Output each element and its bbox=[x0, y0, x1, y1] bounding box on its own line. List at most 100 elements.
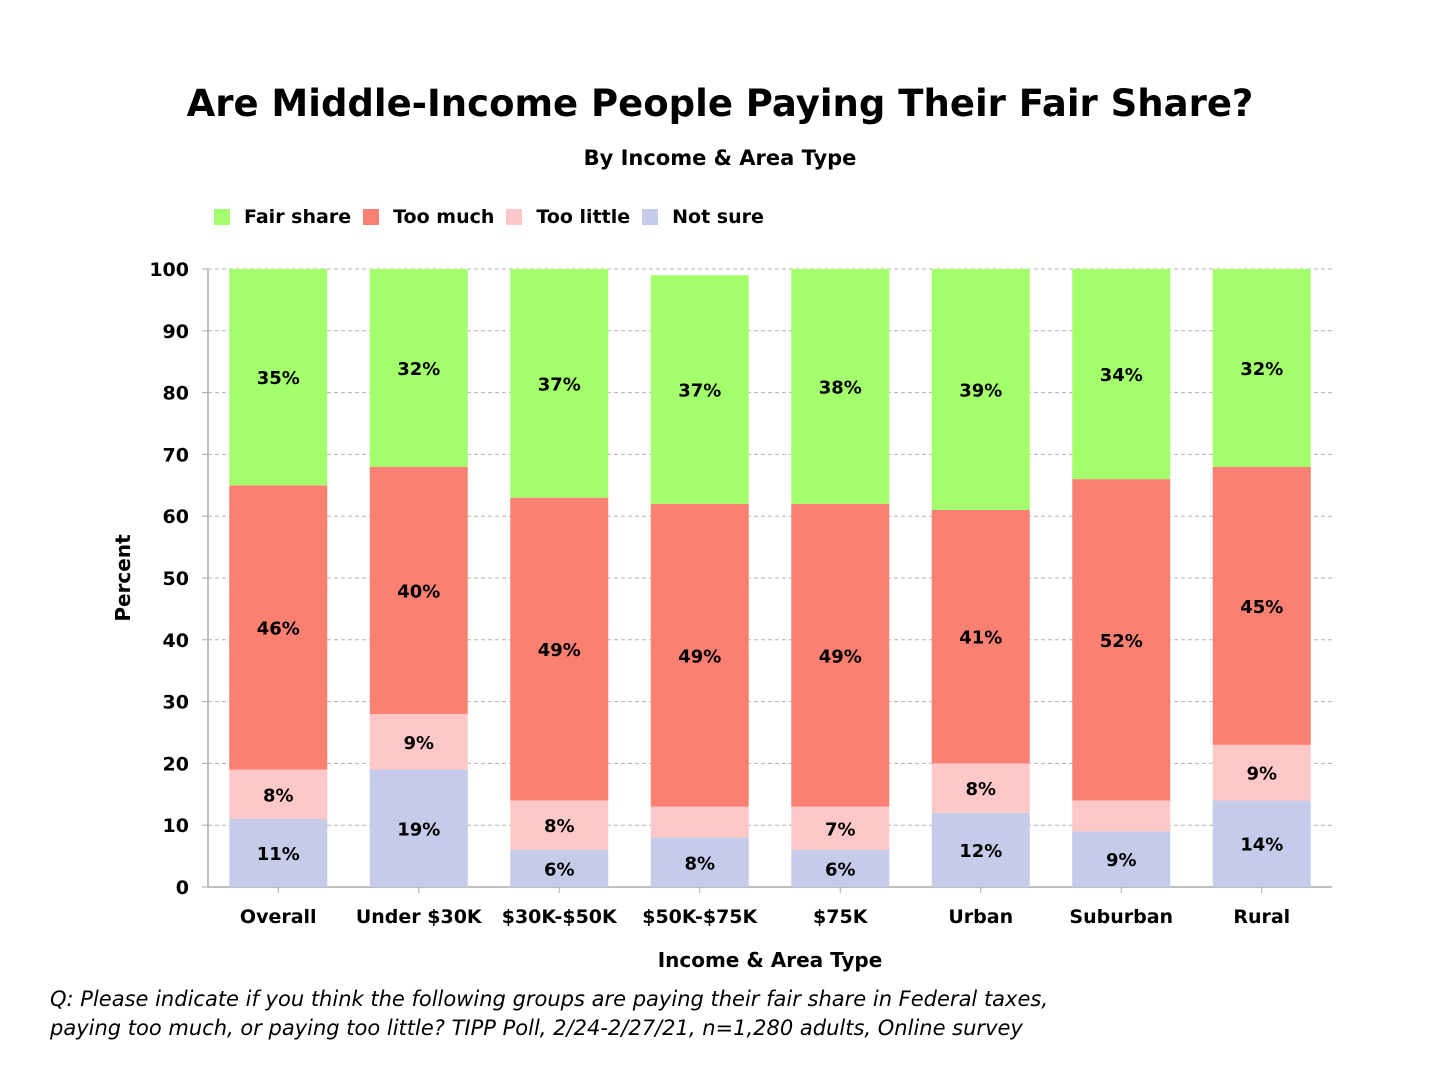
y-tick-label: 80 bbox=[163, 383, 189, 405]
legend-swatch bbox=[214, 209, 230, 225]
y-tick-label: 10 bbox=[163, 815, 189, 837]
bar-segment bbox=[1072, 479, 1171, 801]
data-label: 32% bbox=[1240, 359, 1283, 380]
data-label: 14% bbox=[1240, 835, 1283, 856]
data-label: 7% bbox=[825, 819, 856, 840]
data-label: 49% bbox=[819, 646, 862, 667]
x-tick-label: Under $30K bbox=[356, 906, 483, 928]
y-tick-label: 60 bbox=[163, 506, 189, 528]
data-label: 32% bbox=[397, 359, 440, 380]
legend-item-not-sure: Not sure bbox=[642, 206, 764, 228]
x-tick-label: Rural bbox=[1233, 906, 1290, 928]
bar-segment bbox=[1072, 269, 1171, 480]
bar-segment bbox=[1072, 831, 1171, 887]
y-tick-label: 30 bbox=[163, 692, 189, 714]
y-tick-label: 100 bbox=[149, 259, 189, 281]
bar-segment bbox=[510, 849, 609, 887]
bar-segment bbox=[931, 510, 1030, 764]
data-label: 8% bbox=[544, 816, 575, 837]
x-tick-label: $50K-$75K bbox=[642, 906, 758, 928]
footnote: Q: Please indicate if you think the foll… bbox=[50, 985, 1048, 1043]
bar-segment bbox=[931, 763, 1030, 813]
data-label: 35% bbox=[257, 368, 300, 389]
chart-subtitle: By Income & Area Type bbox=[583, 146, 857, 170]
data-label: 8% bbox=[965, 779, 996, 800]
data-label: 9% bbox=[403, 733, 434, 754]
bar-segment bbox=[369, 269, 468, 467]
y-tick-label: 70 bbox=[163, 444, 189, 466]
bar-segment bbox=[931, 269, 1030, 511]
x-tick-label: Urban bbox=[948, 906, 1013, 928]
data-label: 45% bbox=[1240, 597, 1283, 618]
data-label: 9% bbox=[1246, 764, 1277, 785]
y-axis-title: Percent bbox=[111, 534, 135, 622]
bar-segment bbox=[369, 466, 468, 714]
data-label: 39% bbox=[959, 381, 1002, 402]
legend-swatch bbox=[363, 209, 380, 225]
data-label: 41% bbox=[959, 628, 1002, 649]
bar-segment bbox=[650, 837, 749, 887]
footnote-line-2: paying too much, or paying too little? T… bbox=[50, 1016, 1023, 1040]
bar-segment bbox=[369, 769, 468, 887]
data-label: 6% bbox=[544, 859, 575, 880]
bar-segment bbox=[1212, 466, 1311, 745]
legend-label: Too much bbox=[393, 206, 495, 228]
data-label: 34% bbox=[1100, 365, 1143, 386]
bar-segment bbox=[229, 769, 328, 820]
chart-legend: Fair share Too much Too little Not sure bbox=[214, 206, 776, 228]
legend-item-too-much: Too much bbox=[363, 206, 494, 228]
bar-segment bbox=[791, 503, 890, 807]
legend-label: Too little bbox=[536, 206, 631, 228]
data-label: 46% bbox=[257, 618, 300, 639]
legend-item-fair-share: Fair share bbox=[214, 206, 351, 228]
y-tick-label: 0 bbox=[176, 877, 189, 899]
bar-segment bbox=[1212, 800, 1311, 887]
bar-segment bbox=[229, 485, 328, 770]
bar-segment bbox=[1212, 269, 1311, 467]
bar-segment bbox=[791, 849, 890, 887]
x-axis-title: Income & Area Type bbox=[658, 948, 883, 972]
bar-segment bbox=[510, 497, 609, 801]
legend-label: Fair share bbox=[244, 206, 352, 228]
data-label: 11% bbox=[257, 844, 300, 865]
bar-segment bbox=[1072, 800, 1171, 832]
bar-segment bbox=[650, 275, 749, 504]
y-tick-label: 40 bbox=[163, 630, 189, 652]
y-tick-label: 90 bbox=[163, 321, 189, 343]
data-label: 8% bbox=[263, 785, 294, 806]
bar-segment bbox=[510, 269, 609, 498]
bar-segment bbox=[510, 800, 609, 850]
bar-segment bbox=[650, 503, 749, 807]
legend-label: Not sure bbox=[672, 206, 764, 228]
bar-segment bbox=[791, 269, 890, 504]
data-label: 9% bbox=[1106, 850, 1137, 871]
data-label: 38% bbox=[819, 377, 862, 398]
data-label: 52% bbox=[1100, 631, 1143, 652]
bar-segment bbox=[369, 713, 468, 770]
x-tick-label: Suburban bbox=[1069, 906, 1173, 928]
data-label: 37% bbox=[678, 381, 721, 402]
footnote-line-1: Q: Please indicate if you think the foll… bbox=[50, 987, 1049, 1011]
data-label: 37% bbox=[538, 374, 581, 395]
bar-segment bbox=[791, 806, 890, 850]
data-label: 8% bbox=[684, 853, 715, 874]
x-tick-label: $75K bbox=[813, 906, 869, 928]
data-label: 6% bbox=[825, 859, 856, 880]
legend-swatch bbox=[506, 209, 523, 225]
y-tick-label: 50 bbox=[163, 568, 189, 590]
bar-segment bbox=[229, 819, 328, 887]
x-tick-label: $30K-$50K bbox=[502, 906, 618, 928]
data-label: 49% bbox=[538, 640, 581, 661]
data-label: 40% bbox=[397, 581, 440, 602]
data-label: 12% bbox=[959, 841, 1002, 862]
legend-item-too-little: Too little bbox=[506, 206, 630, 228]
bar-segment bbox=[650, 806, 749, 838]
y-tick-label: 20 bbox=[163, 753, 189, 775]
data-label: 49% bbox=[678, 646, 721, 667]
x-tick-label: Overall bbox=[240, 906, 317, 928]
bar-segment bbox=[1212, 744, 1311, 801]
chart-title: Are Middle-Income People Paying Their Fa… bbox=[186, 82, 1254, 125]
bar-segment bbox=[931, 812, 1030, 887]
legend-swatch bbox=[642, 209, 659, 225]
